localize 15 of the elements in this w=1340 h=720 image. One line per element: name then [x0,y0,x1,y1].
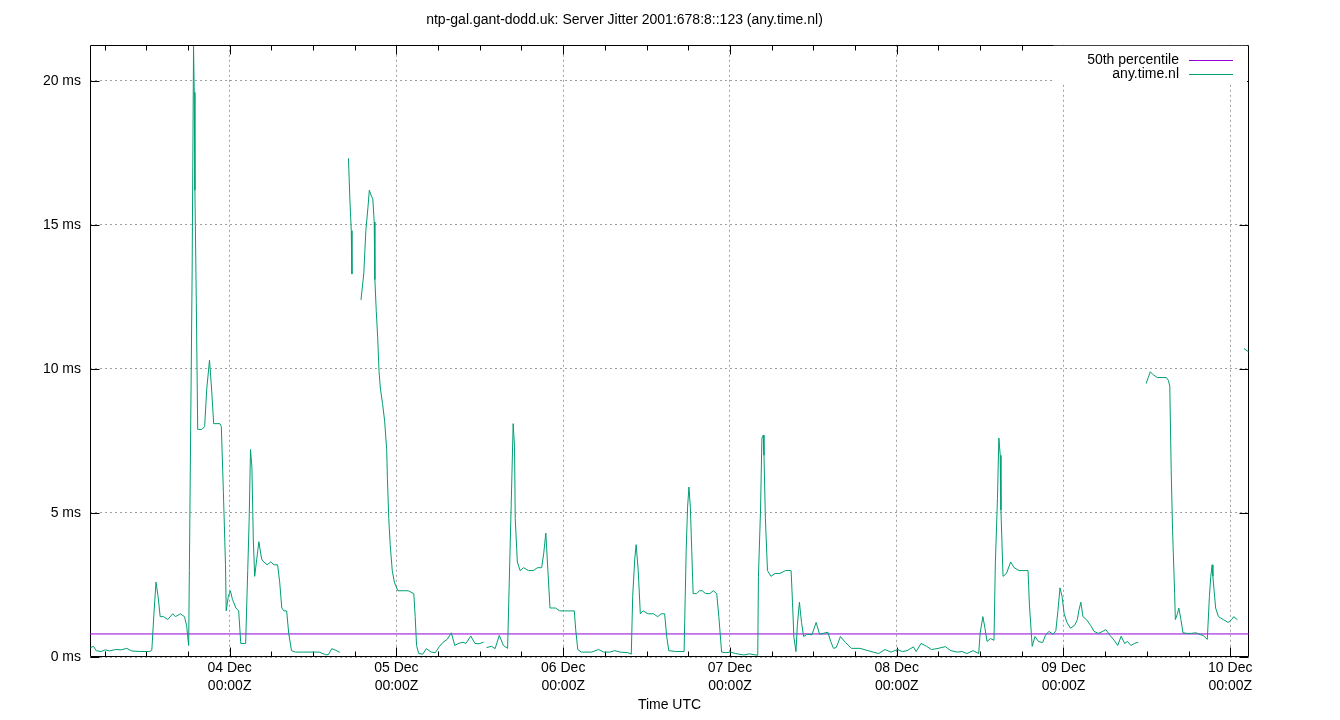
y-tick-label: 10 ms [42,359,81,376]
y-tick-label: 5 ms [50,503,81,520]
y-tick-label: 20 ms [42,71,81,88]
x-tick-label: 10 Dec 00:00Z [1208,658,1253,694]
x-tick-label: 04 Dec 00:00Z [207,658,252,694]
chart-title: ntp-gal.gant-dodd.uk: Server Jitter 2001:678:8::123 (any.time.nl) [426,11,823,28]
x-tick-label: 07 Dec 00:00Z [707,658,753,694]
x-axis-title: Time UTC [637,696,702,713]
x-tick-label: 08 Dec 00:00Z [874,658,919,694]
y-tick-label: 15 ms [42,215,81,232]
x-tick-label: 06 Dec 00:00Z [541,658,586,694]
legend-label: 50th percentile [1087,50,1180,67]
x-tick-label: 05 Dec 00:00Z [374,658,419,694]
x-tick-label: 09 Dec 00:00Z [1041,658,1086,694]
y-tick-label: 0 ms [50,647,81,664]
